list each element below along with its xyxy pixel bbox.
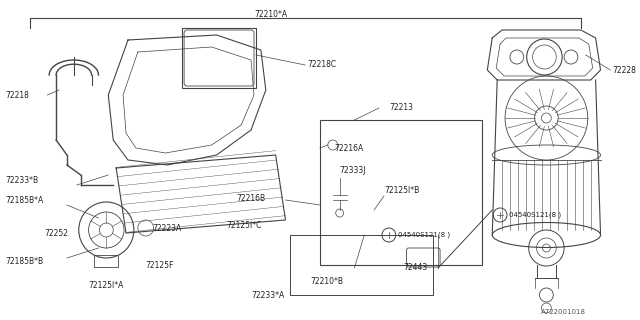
Text: 72228: 72228: [612, 66, 636, 75]
Bar: [182, 28, 256, 88]
Text: 72185B*A: 72185B*A: [5, 196, 43, 204]
Bar: [93, 255, 118, 267]
Text: 72223A: 72223A: [152, 223, 182, 233]
Text: 72125I*C: 72125I*C: [227, 220, 262, 229]
Text: 72233*B: 72233*B: [5, 175, 38, 185]
Text: 72216B: 72216B: [236, 194, 266, 203]
Text: 72216A: 72216A: [335, 143, 364, 153]
Text: A722001018: A722001018: [541, 309, 586, 315]
Text: 72125I*A: 72125I*A: [88, 281, 124, 290]
Text: 72125I*B: 72125I*B: [384, 186, 419, 195]
Text: 72213: 72213: [389, 103, 413, 112]
Text: 04540S121(8 ): 04540S121(8 ): [509, 212, 561, 218]
Bar: [291, 235, 433, 295]
Text: 72333J: 72333J: [340, 165, 366, 174]
Text: 72125F: 72125F: [146, 260, 174, 269]
Text: 72210*B: 72210*B: [310, 277, 343, 286]
Bar: [320, 120, 483, 265]
Text: 72185B*B: 72185B*B: [5, 258, 43, 267]
Text: 72252: 72252: [44, 228, 68, 237]
Text: 72218C: 72218C: [307, 60, 336, 68]
Text: 72233*A: 72233*A: [251, 291, 284, 300]
Text: 04540S121(8 ): 04540S121(8 ): [397, 232, 450, 238]
Text: 72218: 72218: [5, 91, 29, 100]
Text: 72443: 72443: [404, 263, 428, 273]
Text: 72210*A: 72210*A: [254, 10, 287, 19]
